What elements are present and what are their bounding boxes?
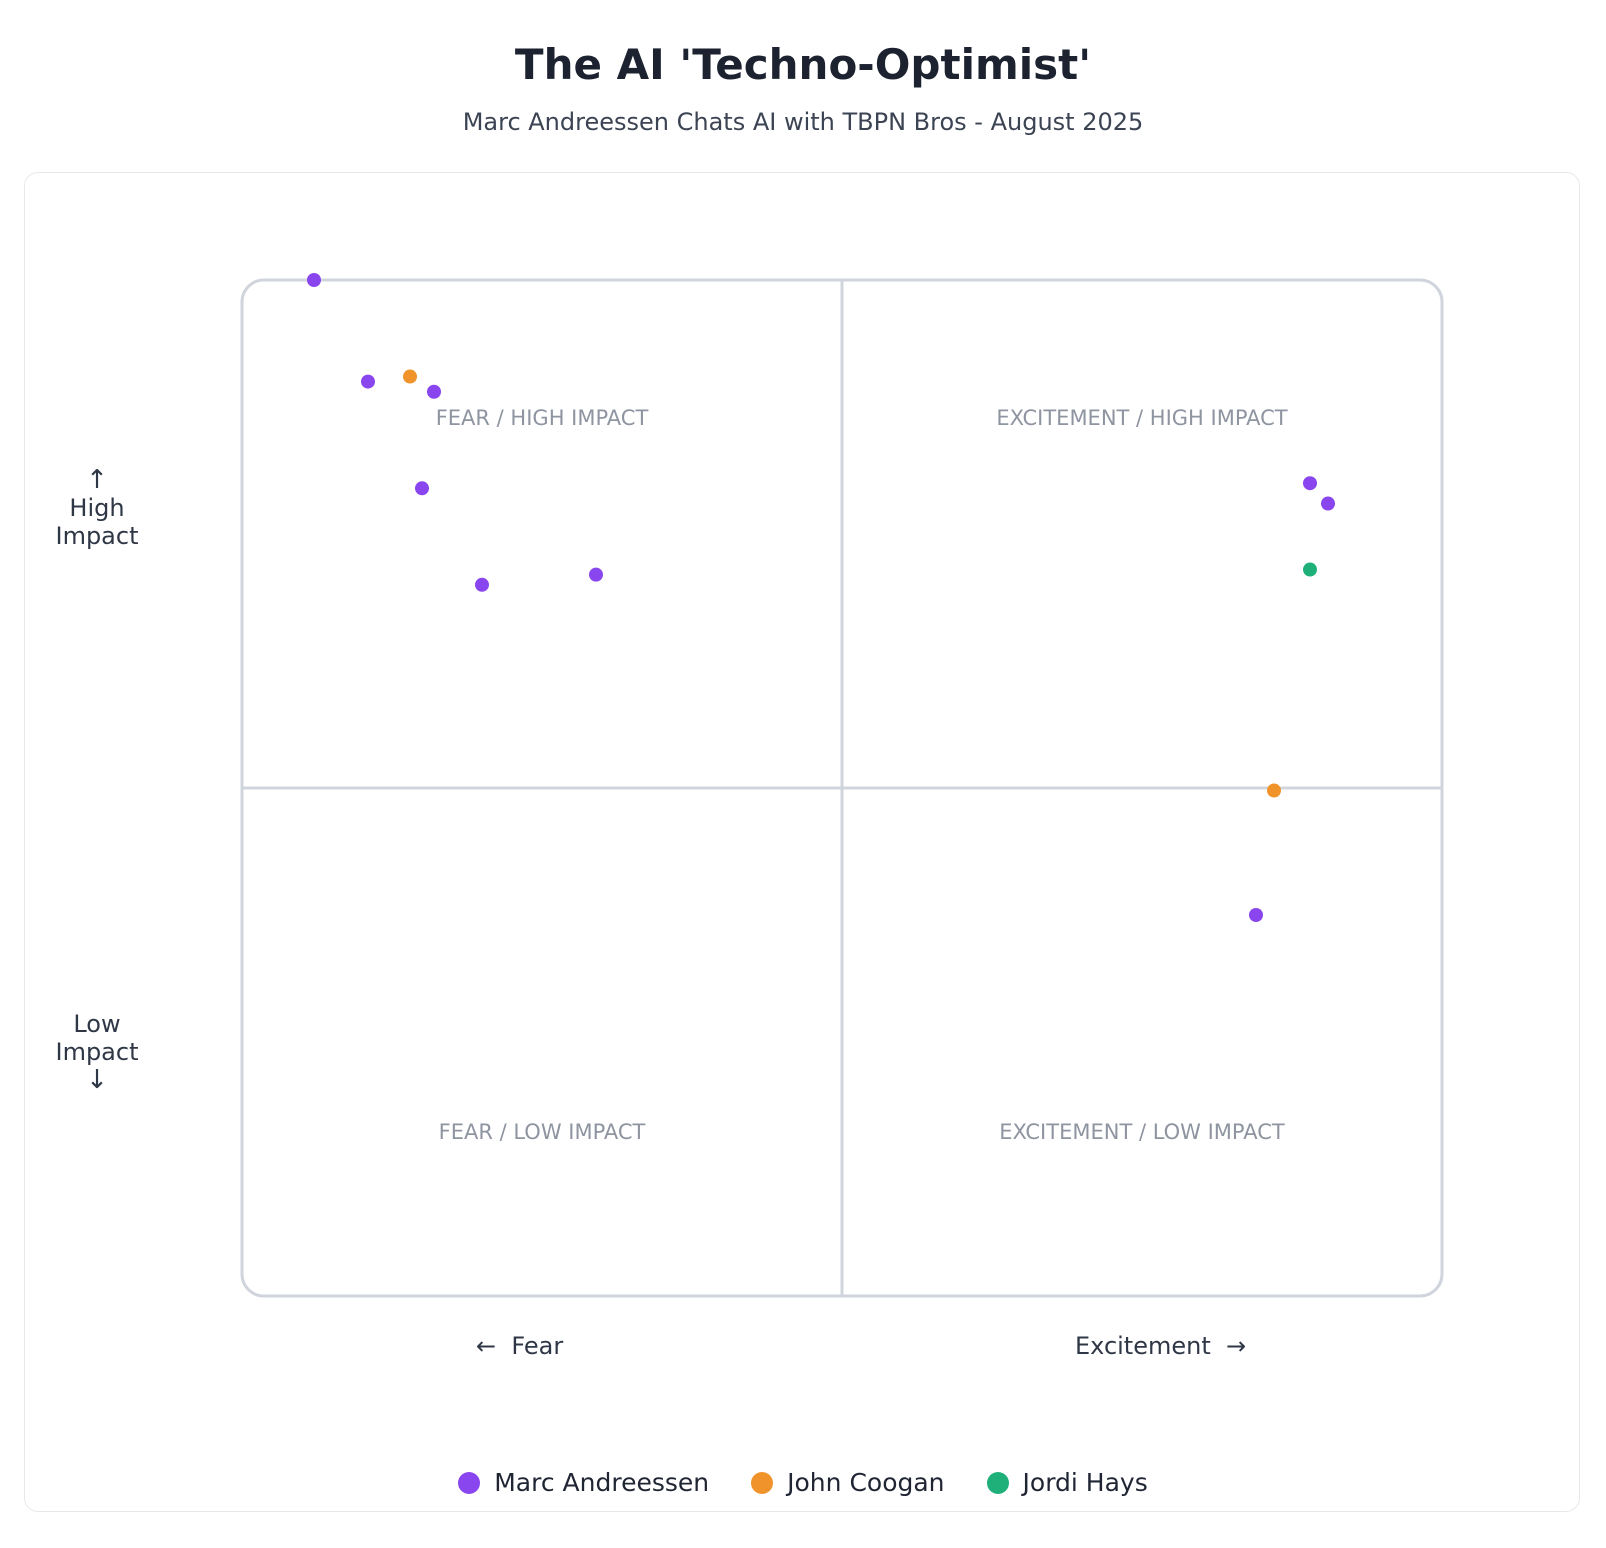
data-point-marc-andreessen-1[interactable] bbox=[307, 273, 321, 287]
data-point-john-coogan-1[interactable] bbox=[403, 369, 417, 384]
legend-item-john-coogan: John Coogan bbox=[751, 1468, 945, 1497]
x-excitement-text: Excitement bbox=[1075, 1332, 1211, 1360]
x-axis-excitement-label: Excitement → bbox=[1075, 1332, 1246, 1360]
quadrant-label-bottom-left: FEAR / LOW IMPACT bbox=[439, 1120, 646, 1144]
y-high-text: High Impact bbox=[55, 494, 139, 550]
data-point-marc-andreessen-6[interactable] bbox=[589, 567, 603, 582]
data-point-marc-andreessen-4[interactable] bbox=[415, 481, 429, 496]
x-fear-text: Fear bbox=[511, 1332, 564, 1360]
quadrant-label-bottom-right: EXCITEMENT / LOW IMPACT bbox=[999, 1120, 1285, 1144]
chart-subtitle: Marc Andreessen Chats AI with TBPN Bros … bbox=[462, 108, 1144, 136]
up-arrow-icon: ↑ bbox=[86, 465, 108, 495]
data-point-jordi-hays-1[interactable] bbox=[1303, 562, 1317, 577]
data-point-marc-andreessen-9[interactable] bbox=[1249, 908, 1263, 922]
quadrant-label-top-left: FEAR / HIGH IMPACT bbox=[436, 406, 649, 430]
quadrant-label-top-right: EXCITEMENT / HIGH IMPACT bbox=[996, 406, 1287, 430]
legend-label-marc-andreessen: Marc Andreessen bbox=[494, 1468, 710, 1497]
plot-frame bbox=[240, 278, 1444, 1298]
legend-item-marc-andreessen: Marc Andreessen bbox=[458, 1468, 709, 1497]
legend-swatch-john-coogan bbox=[751, 1471, 774, 1494]
data-point-john-coogan-2[interactable] bbox=[1267, 783, 1281, 798]
chart-card bbox=[24, 172, 1580, 1512]
legend-label-jordi-hays: Jordi Hays bbox=[1022, 1468, 1148, 1497]
legend-label-john-coogan: John Coogan bbox=[787, 1468, 945, 1497]
y-axis-low-label: Low Impact ↓ bbox=[40, 1010, 154, 1094]
left-arrow-icon: ← bbox=[476, 1332, 497, 1360]
data-point-marc-andreessen-8[interactable] bbox=[1321, 496, 1335, 511]
data-point-marc-andreessen-2[interactable] bbox=[361, 374, 375, 389]
x-axis-fear-label: ← Fear bbox=[476, 1332, 563, 1360]
data-point-marc-andreessen-7[interactable] bbox=[1303, 476, 1317, 491]
data-point-marc-andreessen-5[interactable] bbox=[475, 577, 489, 592]
quadrant-labels: FEAR / HIGH IMPACT EXCITEMENT / HIGH IMPA… bbox=[436, 406, 1288, 1144]
legend-swatch-jordi-hays bbox=[986, 1471, 1009, 1494]
y-axis-high-label: ↑ High Impact bbox=[40, 466, 154, 550]
legend-swatch-marc-andreessen bbox=[458, 1471, 481, 1494]
data-point-marc-andreessen-3[interactable] bbox=[427, 384, 441, 399]
right-arrow-icon: → bbox=[1226, 1332, 1247, 1360]
chart-title: The AI 'Techno-Optimist' bbox=[514, 40, 1092, 89]
legend-item-jordi-hays: Jordi Hays bbox=[986, 1468, 1148, 1497]
down-arrow-icon: ↓ bbox=[86, 1065, 108, 1095]
y-low-text: Low Impact bbox=[55, 1010, 139, 1066]
chart-legend: Marc Andreessen John Coogan Jordi Hays bbox=[0, 1468, 1606, 1497]
data-points bbox=[307, 273, 1335, 922]
